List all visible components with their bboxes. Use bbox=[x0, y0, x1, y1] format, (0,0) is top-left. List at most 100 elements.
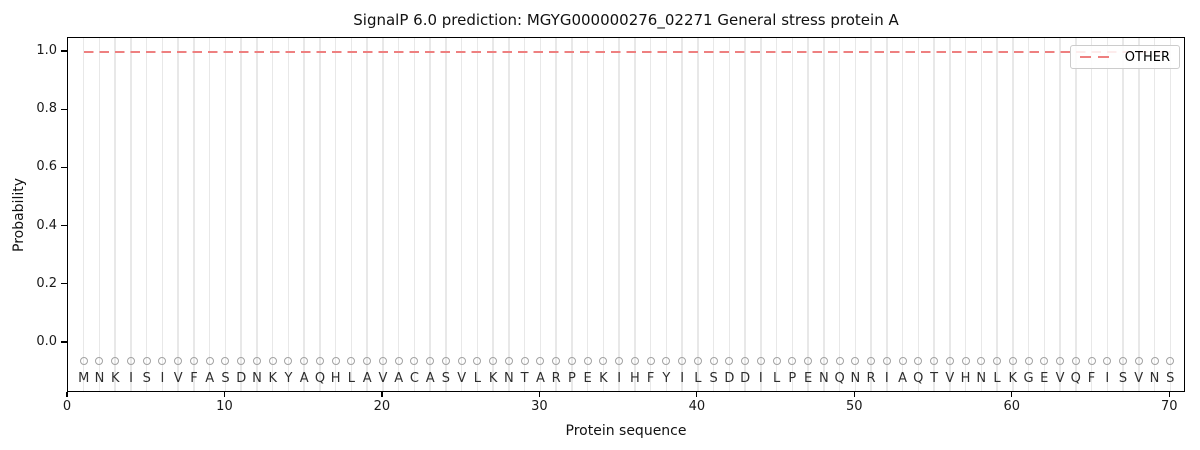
residue-marker bbox=[473, 357, 482, 365]
residue-marker bbox=[756, 357, 765, 365]
residue-marker bbox=[882, 357, 891, 365]
gridline bbox=[1059, 38, 1061, 391]
y-tick-label: 0.4 bbox=[36, 217, 57, 233]
residue-letter: F bbox=[646, 371, 655, 386]
residue-marker bbox=[993, 357, 1002, 365]
gridline bbox=[775, 38, 778, 391]
residue-marker bbox=[1040, 357, 1049, 365]
residue-marker bbox=[284, 357, 293, 365]
residue-letter: N bbox=[976, 371, 987, 386]
residue-marker bbox=[410, 357, 419, 365]
x-tick-label: 30 bbox=[531, 399, 548, 414]
gridline bbox=[287, 38, 290, 391]
residue-marker bbox=[315, 357, 324, 365]
residue-letter: N bbox=[252, 371, 262, 386]
residue-letter: N bbox=[850, 371, 861, 386]
y-tick-label: 0.6 bbox=[36, 159, 57, 175]
residue-marker bbox=[158, 357, 167, 365]
x-tick-label: 60 bbox=[1003, 399, 1021, 414]
gridline bbox=[681, 38, 683, 391]
residue-marker bbox=[252, 357, 261, 365]
residue-letter: S bbox=[441, 371, 451, 386]
residue-letter: D bbox=[740, 371, 751, 386]
residue-marker bbox=[126, 357, 135, 365]
legend-dashed-line-icon bbox=[1079, 56, 1116, 58]
gridline bbox=[1012, 38, 1014, 391]
residue-marker bbox=[237, 357, 246, 365]
residue-letter: H bbox=[629, 371, 640, 386]
legend-label-other: OTHER bbox=[1124, 49, 1170, 65]
gridline bbox=[555, 38, 557, 391]
gridline bbox=[854, 38, 857, 391]
gridline bbox=[445, 38, 447, 391]
residue-letter: L bbox=[347, 371, 356, 386]
residue-marker bbox=[363, 357, 372, 365]
residue-letter: A bbox=[362, 371, 372, 386]
residue-marker bbox=[835, 357, 844, 365]
gridline bbox=[397, 38, 400, 391]
gridline bbox=[964, 38, 967, 391]
residue-letter: A bbox=[299, 371, 309, 386]
residue-letter: I bbox=[680, 371, 685, 386]
residue-marker bbox=[1056, 357, 1065, 365]
residue-marker bbox=[961, 357, 970, 365]
residue-marker bbox=[1134, 357, 1143, 365]
residue-marker bbox=[630, 357, 639, 365]
x-tick-mark bbox=[381, 392, 383, 397]
residue-letter: I bbox=[160, 371, 165, 386]
residue-marker bbox=[583, 357, 592, 365]
residue-marker bbox=[567, 357, 576, 365]
gridline bbox=[980, 38, 983, 391]
residue-marker bbox=[709, 357, 718, 365]
gridline bbox=[193, 38, 195, 391]
residue-letter: L bbox=[694, 371, 702, 386]
gridline bbox=[460, 38, 463, 391]
y-tick-mark bbox=[61, 225, 67, 227]
residue-letter: Q bbox=[834, 371, 845, 386]
residue-letter: V bbox=[457, 371, 467, 386]
y-tick-label: 0.0 bbox=[36, 334, 57, 349]
gridline bbox=[161, 38, 164, 391]
gridline bbox=[1075, 38, 1077, 391]
residue-marker bbox=[977, 357, 986, 365]
residue-letter: R bbox=[551, 371, 561, 386]
residue-letter: V bbox=[378, 371, 388, 386]
residue-letter: F bbox=[1087, 371, 1096, 386]
residue-letter: S bbox=[142, 371, 151, 386]
gridline bbox=[649, 38, 652, 391]
residue-letter: K bbox=[110, 371, 120, 386]
gridline bbox=[1153, 38, 1156, 391]
gridline bbox=[177, 38, 179, 391]
residue-marker bbox=[930, 357, 939, 365]
residue-letter: C bbox=[409, 371, 419, 386]
residue-letter: D bbox=[724, 371, 735, 386]
residue-letter: S bbox=[1166, 371, 1175, 386]
gridline bbox=[1138, 38, 1140, 391]
x-tick-mark bbox=[1168, 392, 1170, 397]
residue-marker bbox=[1166, 357, 1175, 365]
residue-letter: N bbox=[1149, 371, 1160, 386]
gridline bbox=[697, 38, 699, 391]
residue-marker bbox=[504, 357, 513, 365]
gridline bbox=[1106, 38, 1109, 391]
residue-marker bbox=[867, 357, 876, 365]
residue-marker bbox=[662, 357, 671, 365]
residue-marker bbox=[1103, 357, 1112, 365]
residue-letter: H bbox=[330, 371, 341, 386]
y-tick-label: 1.0 bbox=[36, 43, 57, 58]
residue-letter: Q bbox=[314, 371, 326, 386]
gridline bbox=[350, 38, 353, 391]
residue-letter: A bbox=[535, 371, 545, 386]
y-tick-mark bbox=[61, 341, 67, 343]
residue-letter: T bbox=[520, 371, 529, 386]
gridline bbox=[1043, 38, 1046, 391]
residue-letter: Q bbox=[1070, 371, 1081, 386]
x-tick-mark bbox=[1011, 392, 1013, 397]
residue-marker bbox=[489, 357, 498, 365]
residue-letter: L bbox=[993, 371, 1001, 386]
residue-letter: E bbox=[1040, 371, 1049, 386]
gridline bbox=[602, 38, 605, 391]
gridline bbox=[523, 38, 526, 391]
gridline bbox=[586, 38, 589, 391]
